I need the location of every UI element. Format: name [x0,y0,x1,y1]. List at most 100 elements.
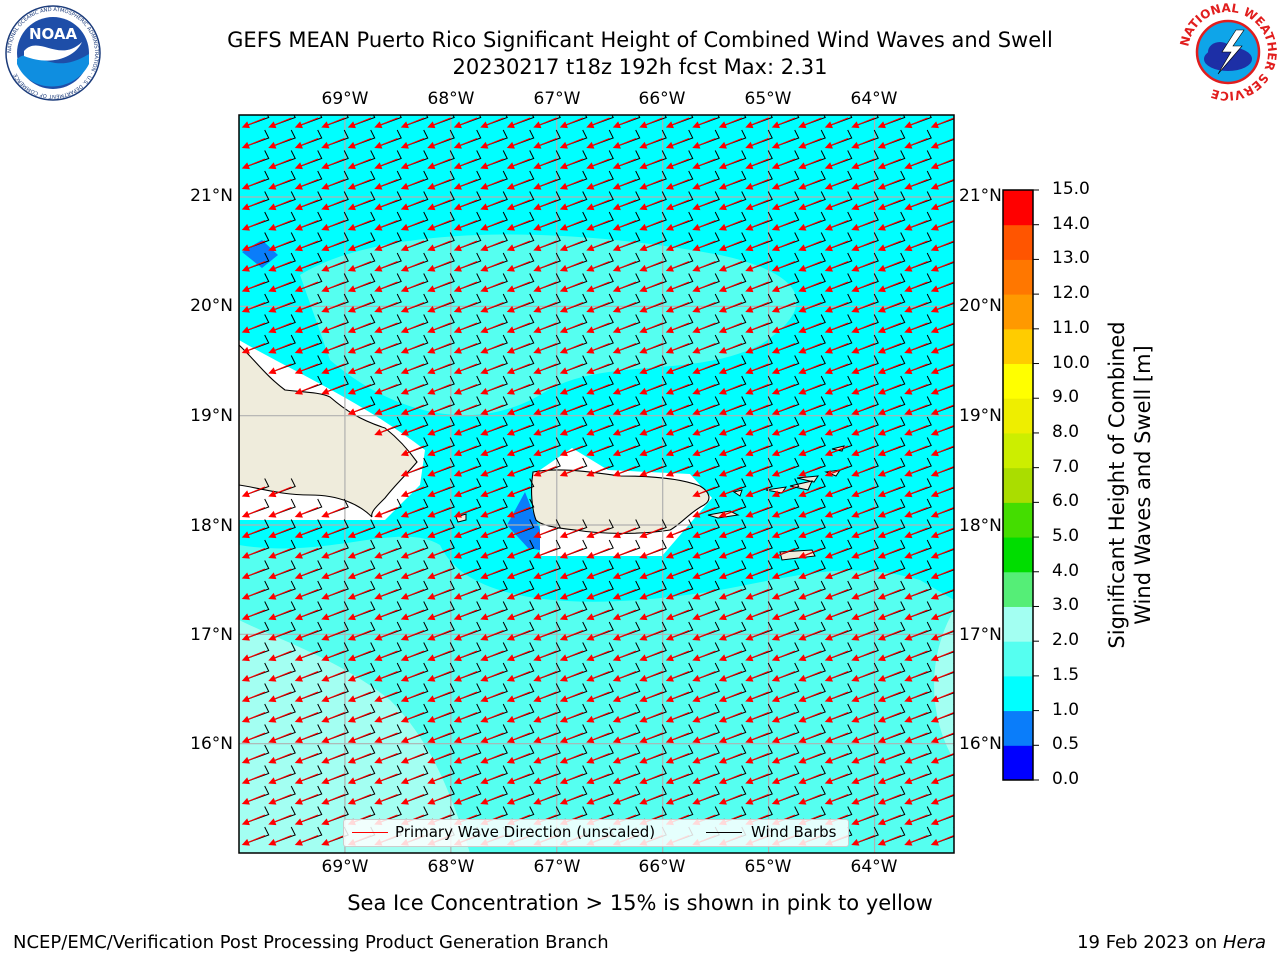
wave-arrow-head [930,469,939,477]
wave-arrow-head [877,777,886,785]
wave-arrow-head [877,633,886,641]
wave-arrow-head [692,674,701,682]
wave-arrow-head [400,674,409,682]
wave-arrow-head [771,449,780,457]
colorbar-tick-label: 7.0 [1052,456,1080,477]
wave-arrow-head [294,797,303,805]
wave-arrow-head [427,346,436,354]
wave-arrow-head [559,428,568,436]
wave-arrow-head [453,736,462,744]
wave-arrow-head [321,510,330,518]
wave-arrow-head [798,326,807,334]
wave-arrow-head [321,531,330,539]
wave-arrow-head [665,428,674,436]
wave-arrow-head [559,162,568,170]
wave-arrow-head [347,756,356,764]
wave-arrow-head [851,838,860,846]
wave-arrow-head [745,777,754,785]
wave-arrow-head [241,346,250,354]
wave-arrow-head [692,285,701,293]
wave-arrow-head [480,264,489,272]
wave-arrow-head [665,469,674,477]
wave-arrow-head [400,326,409,334]
wave-arrow-head [851,121,860,129]
wave-arrow-head [771,490,780,498]
wave-arrow-head [321,572,330,580]
wave-arrow-head [745,572,754,580]
wave-arrow-head [294,162,303,170]
wave-arrow-head [400,572,409,580]
wave-arrow-head [533,182,542,190]
wave-arrow-head [347,613,356,621]
wave-band-1p5-north [300,234,797,416]
wave-arrow-head [745,223,754,231]
wave-arrow-head [480,182,489,190]
wave-arrow-head [268,490,277,498]
wave-arrow-head [877,326,886,334]
wave-arrow-head [851,244,860,252]
wave-arrow-head [480,449,489,457]
wave-arrow-head [798,408,807,416]
wave-arrow-head [533,592,542,600]
wave-arrow-head [639,715,648,723]
wave-arrow-head [400,367,409,375]
wave-arrow-head [506,756,515,764]
wave-arrow-head [506,182,515,190]
wave-arrow-head [904,797,913,805]
wave-arrow-head [612,285,621,293]
wave-arrow-head [506,305,515,313]
lat-tick-left: 19°N [190,406,233,426]
colorbar-title-line2: Wind Waves and Swell [m] [1131,345,1155,625]
wave-arrow-head [400,428,409,436]
wave-arrow-head [665,613,674,621]
wave-arrow-head [294,613,303,621]
wave-arrow-head [718,367,727,375]
colorbar-tick-label: 9.0 [1052,387,1080,408]
wave-arrow-head [745,613,754,621]
wave-arrow-head [453,510,462,518]
wave-arrow-head [400,531,409,539]
lat-tick-left: 17°N [190,625,233,645]
wave-arrow-head [904,531,913,539]
wave-arrow-head [771,121,780,129]
wave-arrow-head [877,551,886,559]
wave-arrow-head [586,531,595,539]
wave-arrow-head [268,326,277,334]
wave-arrow-head [241,777,250,785]
wave-arrow-head [851,285,860,293]
wave-arrow-head [851,203,860,211]
wave-arrow-head [427,203,436,211]
wave-arrow-head [824,674,833,682]
wave-arrow-head [612,121,621,129]
wave-arrow-head [400,305,409,313]
wave-arrow-head [480,551,489,559]
wave-arrow-head [533,408,542,416]
wave-arrow-head [586,654,595,662]
wave-arrow-head [904,572,913,580]
wave-arrow-head [771,510,780,518]
wave-arrow-head [665,244,674,252]
wave-arrow-head [321,592,330,600]
wave-arrow-head [400,695,409,703]
wave-arrow-head [824,654,833,662]
wave-arrow-head [533,428,542,436]
wave-arrow-head [400,223,409,231]
wave-arrow-head [533,367,542,375]
wave-arrow-head [559,592,568,600]
wave-arrow-head [665,695,674,703]
wave-arrow-head [453,141,462,149]
wave-arrow-head [771,285,780,293]
wave-arrow-head [559,469,568,477]
wave-arrow-head [559,633,568,641]
wave-arrow-head [427,777,436,785]
wave-arrow-head [294,326,303,334]
wave-arrow-head [559,223,568,231]
wave-arrow-head [824,223,833,231]
wave-arrow-head [665,551,674,559]
lon-tick-bottom: 64°W [850,857,898,877]
wave-arrow-head [771,346,780,354]
wave-band-2p0-southeast [934,610,954,760]
wave-arrow-head [612,428,621,436]
wave-arrow-head [877,695,886,703]
wave-arrow-head [745,695,754,703]
